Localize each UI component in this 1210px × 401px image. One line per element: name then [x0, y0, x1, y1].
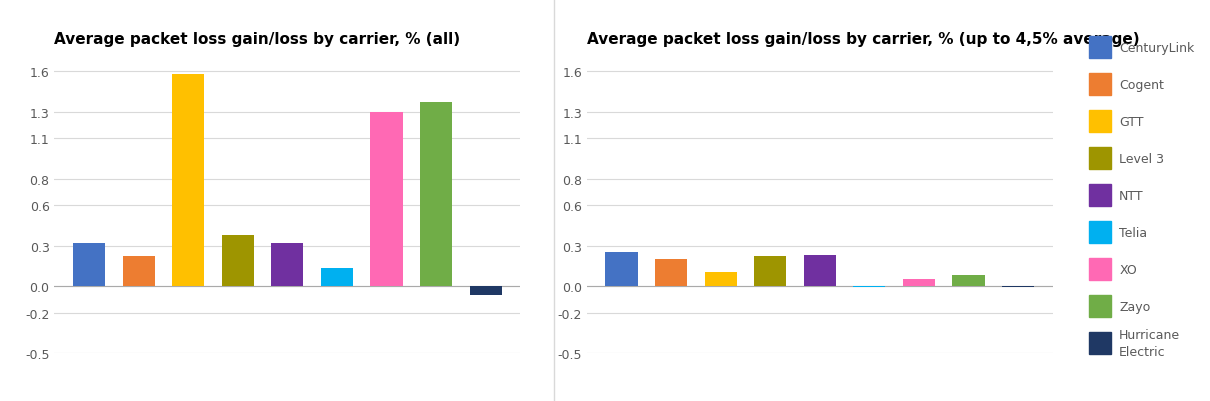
Text: NTT: NTT	[1119, 189, 1143, 202]
Bar	[321, 269, 353, 286]
Text: Hurricane: Hurricane	[1119, 328, 1181, 341]
Text: Average packet loss gain/loss by carrier, % (all): Average packet loss gain/loss by carrier…	[54, 32, 461, 47]
Text: CenturyLink: CenturyLink	[1119, 42, 1194, 55]
Bar	[704, 273, 737, 286]
Text: Telia: Telia	[1119, 226, 1147, 239]
Text: XO: XO	[1119, 263, 1137, 276]
Text: Level 3: Level 3	[1119, 152, 1164, 165]
Bar	[221, 235, 254, 286]
Bar	[122, 257, 155, 286]
Bar	[655, 259, 687, 286]
Bar	[73, 243, 105, 286]
Bar	[754, 257, 787, 286]
Text: GTT: GTT	[1119, 115, 1143, 128]
Bar	[853, 286, 886, 288]
Bar	[420, 103, 453, 286]
Bar	[370, 112, 403, 286]
Bar	[952, 275, 985, 286]
Bar	[469, 286, 502, 296]
Bar	[172, 75, 204, 286]
Text: Average packet loss gain/loss by carrier, % (up to 4,5% average): Average packet loss gain/loss by carrier…	[587, 32, 1140, 47]
Text: Electric: Electric	[1119, 346, 1166, 358]
Text: Zayo: Zayo	[1119, 300, 1151, 313]
Bar	[271, 243, 304, 286]
Bar	[1002, 286, 1035, 288]
Bar	[903, 279, 935, 286]
Bar	[605, 253, 638, 286]
Bar	[803, 255, 836, 286]
Text: Cogent: Cogent	[1119, 79, 1164, 91]
